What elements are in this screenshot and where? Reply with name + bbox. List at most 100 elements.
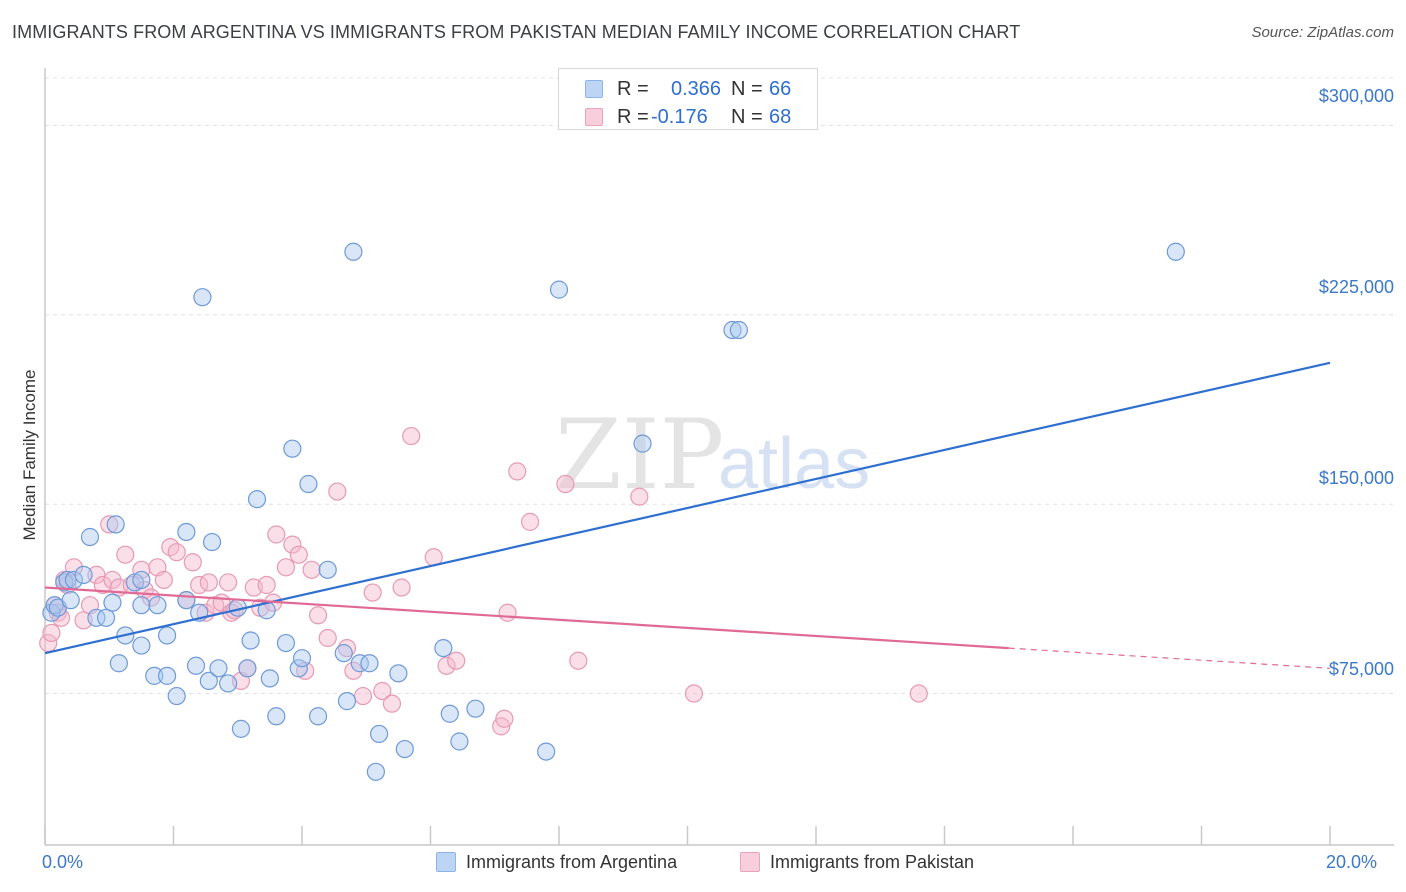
pakistan-point [437, 656, 456, 675]
bottom-legend-swatch-blue [436, 852, 456, 872]
pakistan-point [219, 573, 238, 592]
pakistan-point [353, 686, 373, 706]
argentina-point [292, 649, 312, 668]
argentina-point [132, 570, 151, 590]
pakistan-point [267, 525, 286, 544]
argentina-point [334, 644, 353, 663]
argentina-point [61, 591, 80, 610]
legend-n-label: N = [731, 78, 763, 100]
watermark: ZIP atlas [555, 399, 870, 511]
y-tick-label: $75,000 [1328, 659, 1394, 679]
argentina-point [87, 608, 106, 627]
argentina-point [247, 490, 267, 509]
legend-row-argentina: R = 0.366 N = 66 [559, 73, 817, 103]
axes [44, 68, 1394, 846]
legend-row-pakistan: R = -0.176 N = 68 [559, 101, 817, 131]
argentina-point [308, 707, 328, 726]
argentina-point [450, 732, 469, 751]
legend-r-value-pakistan: -0.176 [651, 106, 708, 128]
argentina-point [145, 666, 164, 685]
argentina-point [241, 631, 260, 650]
pakistan-point [392, 578, 411, 597]
pakistan-point [289, 545, 308, 564]
watermark-atlas: atlas [718, 424, 870, 504]
pakistan-trend-line [44, 586, 1009, 650]
argentina-point [157, 666, 177, 685]
bottom-legend-pakistan: Immigrants from Pakistan [740, 852, 974, 873]
bottom-legend-swatch-pink [740, 852, 760, 872]
bottom-legend-label-argentina: Immigrants from Argentina [466, 852, 678, 872]
argentina-point [199, 671, 218, 691]
pakistan-point [302, 560, 321, 579]
pakistan-point [308, 606, 328, 625]
argentina-point [537, 742, 556, 761]
y-axis-title: Median Family Income [20, 369, 39, 541]
bottom-legend-label-pakistan: Immigrants from Pakistan [770, 852, 975, 872]
legend-n-label: N = [731, 106, 763, 128]
pakistan-point [508, 462, 527, 481]
legend-swatch-pink [585, 108, 603, 126]
legend-swatch-blue [585, 80, 603, 98]
argentina-point [267, 707, 286, 726]
argentina-point [132, 596, 151, 615]
x-tick-label-max: 20.0% [1326, 852, 1378, 872]
argentina-point [723, 320, 742, 340]
legend-n-value-pakistan: 68 [769, 106, 792, 128]
legend-r-value-argentina: 0.366 [671, 78, 722, 100]
chart-title: IMMIGRANTS FROM ARGENTINA VS IMMIGRANTS … [12, 22, 1021, 42]
pakistan-point [283, 535, 302, 554]
legend: R = 0.366 N = 66 R = -0.176 N = 68 [558, 68, 818, 130]
pakistan-point [382, 694, 402, 713]
pakistan-point [42, 623, 61, 643]
argentina-point [434, 638, 453, 658]
pakistan-point [373, 681, 392, 701]
bottom-legend-argentina: Immigrants from Argentina [436, 852, 677, 873]
argentina-point [157, 626, 177, 645]
argentina-point [209, 659, 228, 678]
argentina-point [289, 659, 308, 678]
pakistan-point [318, 628, 337, 648]
argentina-point [318, 560, 337, 579]
argentina-point [729, 320, 749, 340]
x-tick-label-min: 0.0% [42, 852, 84, 872]
trend-lines [44, 361, 1331, 669]
argentina-point [350, 654, 369, 673]
pakistan-point [495, 709, 514, 728]
pakistan-point [276, 558, 296, 577]
pakistan-point [116, 545, 135, 564]
y-tick-label: $150,000 [1318, 468, 1394, 488]
legend-r-label: R = [617, 106, 649, 128]
pakistan-point [498, 603, 517, 622]
argentina-point [360, 654, 379, 673]
argentina-point [202, 532, 222, 552]
argentina-point [106, 515, 125, 534]
source-note: Source: ZipAtlas.com [1251, 24, 1394, 41]
argentina-point [1166, 242, 1185, 261]
pakistan-point [556, 474, 575, 494]
argentina-point [389, 664, 408, 683]
argentina-point [186, 656, 206, 675]
y-tick-label: $300,000 [1318, 86, 1394, 106]
argentina-trend-line [44, 361, 1331, 655]
pakistan-point [167, 543, 186, 562]
argentina-point [238, 659, 257, 678]
argentina-point [74, 565, 93, 584]
argentina-point [370, 724, 389, 744]
pakistan-point [183, 553, 202, 572]
pakistan-point [100, 515, 119, 534]
argentina-point [366, 762, 385, 781]
pakistan-point [337, 638, 357, 658]
pakistan-point [328, 482, 347, 501]
series-argentina-points [42, 242, 1185, 781]
argentina-point [260, 669, 279, 688]
pakistan-point [154, 570, 173, 590]
argentina-point [80, 527, 100, 547]
pakistan-point [520, 512, 540, 531]
argentina-point [283, 439, 302, 458]
pakistan-point [363, 583, 382, 602]
pakistan-point [103, 570, 122, 590]
pakistan-point [569, 651, 588, 670]
argentina-point [177, 522, 196, 542]
pakistan-point [402, 426, 421, 446]
